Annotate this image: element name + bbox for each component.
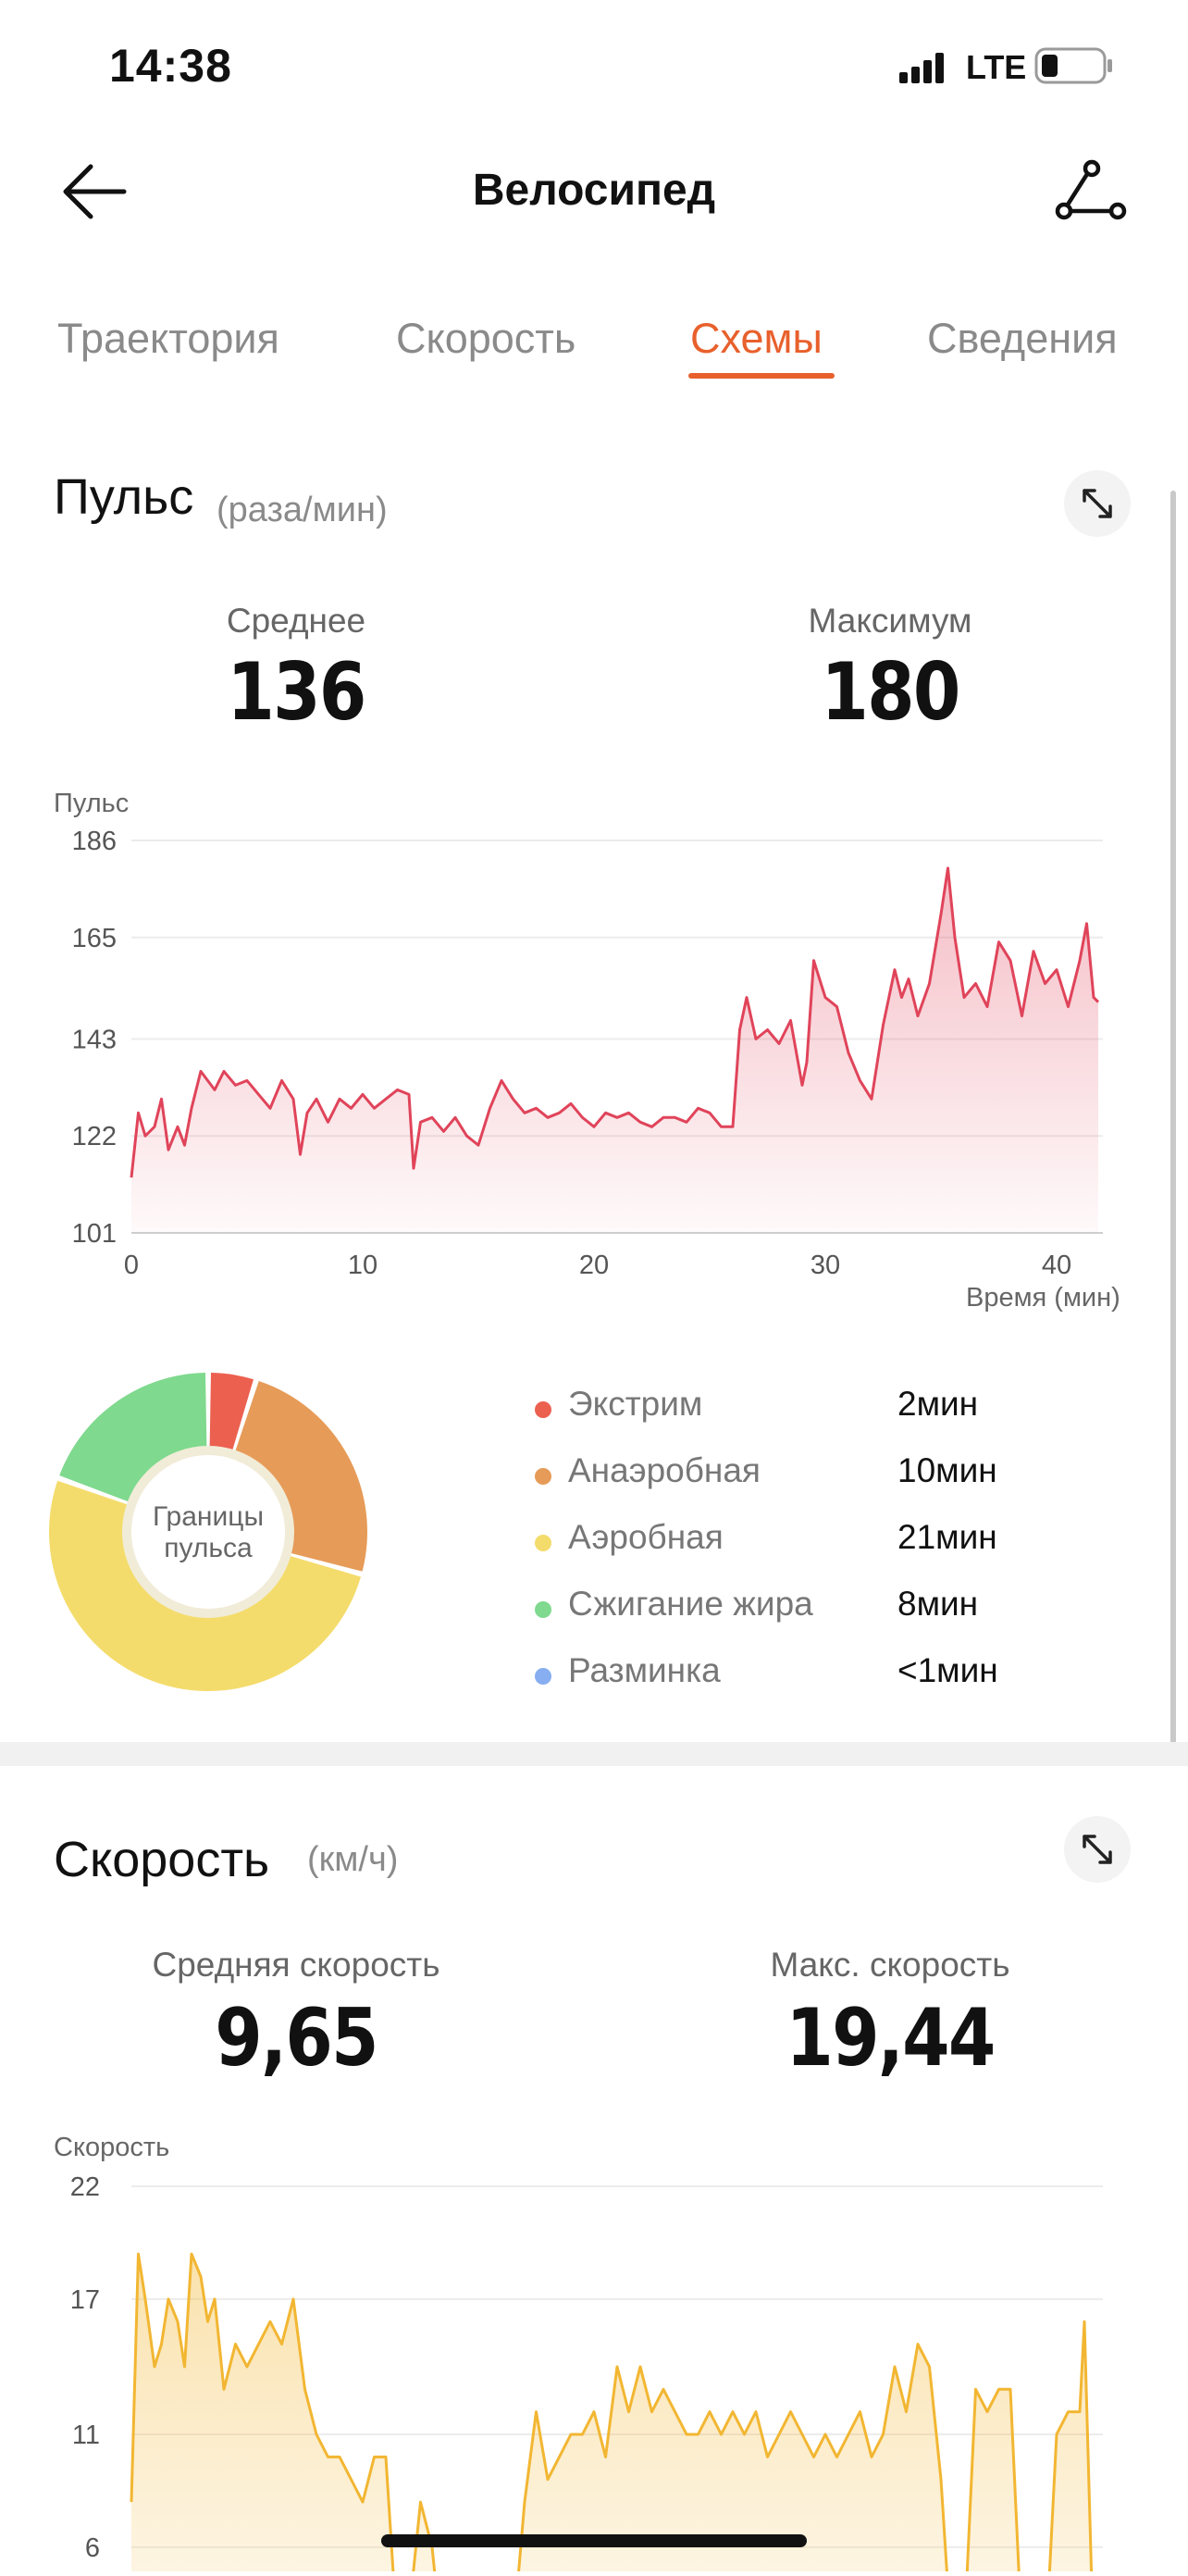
- scrollbar[interactable]: [1170, 491, 1176, 1759]
- pulse-x-tick: 40: [1042, 1251, 1071, 1280]
- section-divider: [0, 1742, 1188, 1766]
- donut-slice: [209, 1373, 254, 1454]
- pulse-title: Пульс: [54, 469, 194, 525]
- pulse-y-tick: 186: [72, 827, 117, 856]
- battery-icon: [1034, 46, 1114, 85]
- back-button[interactable]: [57, 159, 131, 224]
- pulse-max-value: 180: [821, 646, 960, 739]
- route-share-button[interactable]: [1053, 157, 1129, 228]
- speed-y-tick: 22: [70, 2172, 100, 2202]
- tab-trajectory[interactable]: Траектория: [57, 315, 279, 362]
- legend-label: Сжигание жира: [568, 1585, 813, 1623]
- status-time: 14:38: [109, 40, 232, 92]
- legend-label: Аэробная: [568, 1518, 724, 1556]
- donut-hole: [122, 1446, 294, 1618]
- speed-y-tick: 11: [72, 2420, 100, 2450]
- speed-chart: 22 17 11 6: [0, 2157, 1188, 2576]
- speed-chart-ylabel: Скорость: [54, 2133, 170, 2162]
- donut-slice: [59, 1373, 207, 1503]
- tab-charts[interactable]: Схемы: [690, 315, 823, 362]
- pulse-unit: (раза/мин): [217, 491, 388, 529]
- pulse-x-tick: 30: [811, 1251, 840, 1280]
- legend-value: 8мин: [897, 1585, 979, 1623]
- speed-max-label: Макс. скорость: [770, 1946, 1010, 1984]
- legend-dot: [535, 1668, 551, 1685]
- donut-center-line1: Границы: [153, 1501, 264, 1532]
- pulse-y-tick: 122: [72, 1122, 117, 1151]
- pulse-chart-xlabel: Время (мин): [966, 1283, 1120, 1313]
- network-label: LTE: [966, 48, 1027, 86]
- home-indicator[interactable]: [381, 2534, 807, 2547]
- pulse-y-tick: 143: [72, 1025, 117, 1054]
- pulse-line: [130, 866, 1100, 1178]
- legend-value: 21мин: [897, 1518, 997, 1556]
- pulse-y-tick: 101: [72, 1219, 117, 1249]
- legend-dot: [535, 1535, 551, 1551]
- legend-value: 2мин: [897, 1385, 979, 1423]
- pulse-y-tick: 165: [72, 924, 117, 953]
- legend-value: 10мин: [897, 1451, 997, 1489]
- speed-title: Скорость: [54, 1832, 270, 1887]
- pulse-chart-ylabel: Пульс: [54, 789, 130, 818]
- donut-slice: [49, 1480, 362, 1691]
- arrow-left-icon: [63, 164, 127, 219]
- route-icon: [1055, 159, 1127, 220]
- pulse-x-tick: 0: [124, 1251, 139, 1280]
- tab-speed[interactable]: Скорость: [396, 315, 576, 362]
- legend-dot: [535, 1401, 551, 1418]
- pulse-avg-value: 136: [227, 646, 366, 739]
- pulse-expand-button[interactable]: [1064, 470, 1131, 537]
- active-tab-indicator: [688, 373, 835, 379]
- expand-icon: [1083, 1835, 1112, 1864]
- pulse-max-label: Максимум: [808, 602, 972, 640]
- speed-expand-button[interactable]: [1064, 1816, 1131, 1883]
- speed-avg-value: 9,65: [215, 1992, 378, 2084]
- speed-avg-label: Средняя скорость: [152, 1946, 440, 1984]
- donut-slice: [234, 1380, 367, 1572]
- legend-value: <1мин: [897, 1651, 998, 1689]
- speed-y-tick: 17: [70, 2285, 100, 2315]
- speed-max-value: 19,44: [786, 1992, 996, 2084]
- pulse-chart: 186 165 143 122 101 0 10 20 30 40: [0, 805, 1188, 1324]
- tab-details[interactable]: Сведения: [927, 315, 1118, 362]
- legend-dot: [535, 1601, 551, 1618]
- pulse-x-tick: 10: [348, 1251, 377, 1280]
- page-title: Велосипед: [472, 166, 716, 215]
- speed-area: [131, 2254, 1092, 2576]
- speed-y-tick: 6: [85, 2533, 100, 2563]
- signal-icon: [899, 50, 957, 83]
- pulse-x-tick: 20: [579, 1251, 609, 1280]
- legend-label: Анаэробная: [568, 1451, 761, 1489]
- donut-center-line2: пульса: [164, 1533, 253, 1563]
- legend-label: Разминка: [568, 1651, 721, 1689]
- speed-line: [130, 2252, 1094, 2576]
- zones-legend: [0, 0, 1188, 1]
- zones-donut: [46, 1370, 370, 1694]
- donut-center-label: Границы пульса: [116, 1501, 301, 1564]
- legend-dot: [535, 1468, 551, 1485]
- speed-unit: (км/ч): [307, 1840, 399, 1879]
- pulse-area: [131, 867, 1098, 1233]
- legend-label: Экстрим: [568, 1385, 703, 1423]
- pulse-avg-label: Среднее: [226, 602, 366, 640]
- expand-icon: [1083, 489, 1112, 518]
